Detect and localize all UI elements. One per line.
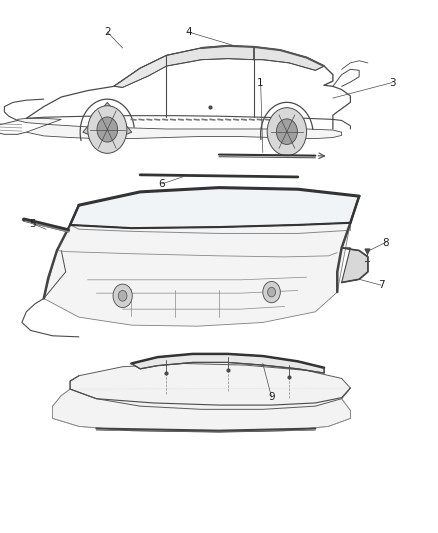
Text: 1: 1 xyxy=(257,78,264,87)
Polygon shape xyxy=(254,47,324,70)
Text: 2: 2 xyxy=(104,27,111,37)
Circle shape xyxy=(113,284,132,308)
Circle shape xyxy=(268,287,276,297)
Circle shape xyxy=(118,290,127,301)
Circle shape xyxy=(97,117,118,142)
Text: 7: 7 xyxy=(378,280,385,290)
Text: 4: 4 xyxy=(185,27,192,37)
Text: 5: 5 xyxy=(29,219,36,229)
Polygon shape xyxy=(166,46,254,66)
Circle shape xyxy=(88,106,127,154)
Polygon shape xyxy=(70,364,350,409)
Polygon shape xyxy=(342,248,368,282)
Polygon shape xyxy=(131,354,324,373)
Polygon shape xyxy=(53,388,350,432)
Text: 6: 6 xyxy=(159,179,166,189)
Text: 3: 3 xyxy=(389,78,396,87)
Polygon shape xyxy=(114,55,166,87)
Polygon shape xyxy=(18,118,342,139)
Polygon shape xyxy=(44,223,350,326)
Circle shape xyxy=(263,281,280,303)
Circle shape xyxy=(267,108,307,156)
Polygon shape xyxy=(70,188,359,228)
Text: 8: 8 xyxy=(382,238,389,247)
Text: 9: 9 xyxy=(268,392,275,402)
Circle shape xyxy=(276,119,297,144)
Polygon shape xyxy=(83,102,132,142)
